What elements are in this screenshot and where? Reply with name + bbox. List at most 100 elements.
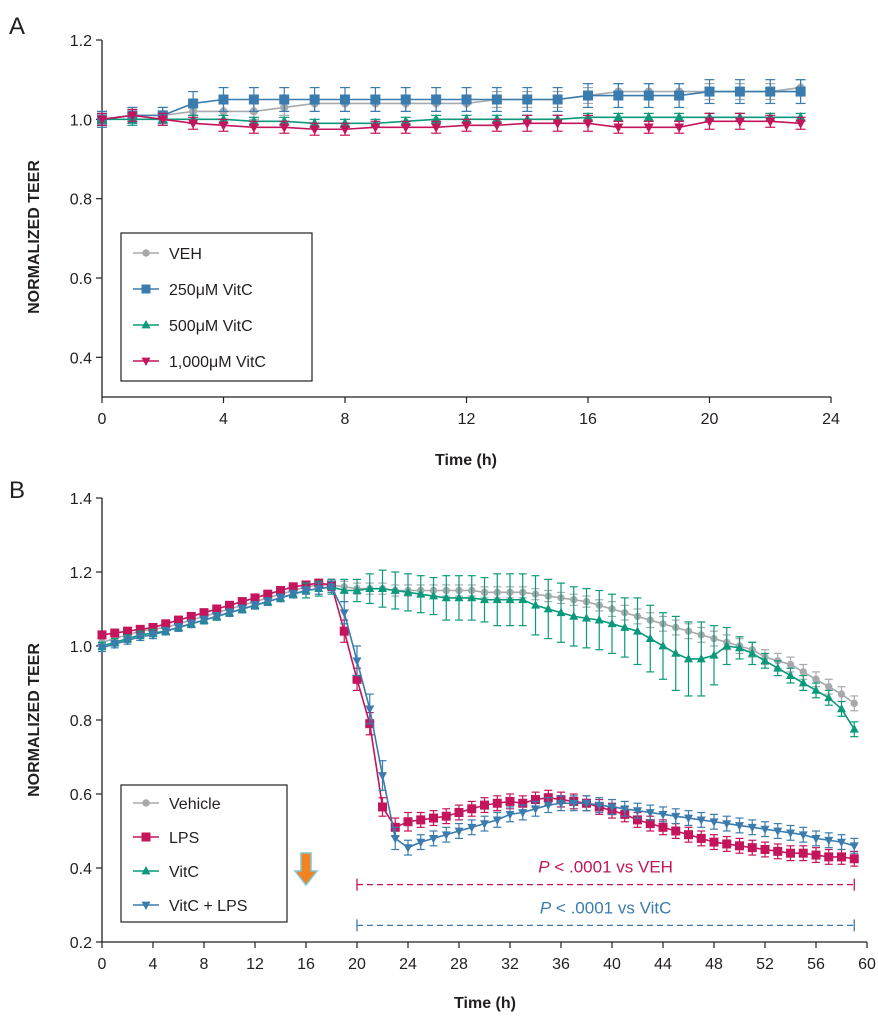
data-point [837,690,846,698]
data-point [400,94,411,105]
legend-swatch-marker [141,357,151,366]
data-point [378,802,387,812]
data-point [709,818,719,827]
legend-box [120,784,288,923]
data-point [212,613,222,622]
y-tick-label: 0.6 [70,271,92,288]
data-point [658,810,668,820]
data-point [722,839,732,849]
data-point [633,807,642,816]
legend-label: Vehicle [169,796,221,813]
legend-label: VitC [169,864,199,881]
data-point [480,800,489,810]
data-point [674,123,685,133]
data-point [461,121,472,131]
y-tick-label: 1.0 [70,639,92,656]
data-point [684,654,693,663]
data-point [148,623,158,632]
x-tick-label: 20 [348,956,366,973]
data-point [492,594,502,604]
data-point [340,94,350,105]
data-point [276,586,285,595]
x-tick-label: 28 [450,956,468,973]
data-point [795,86,806,97]
data-point [352,674,362,684]
data-point [188,119,199,129]
data-point [288,582,298,592]
x-tick-label: 4 [219,411,228,428]
data-point [704,117,715,127]
data-point [174,624,183,633]
data-point [174,615,183,625]
data-point [518,798,528,808]
data-point [795,111,806,122]
data-point [735,822,744,831]
data-point [505,796,515,806]
data-point [263,598,273,607]
data-point [531,805,540,814]
data-point [491,121,502,131]
data-point [765,117,776,127]
data-point [97,115,107,125]
data-point [225,600,234,610]
data-point [416,838,426,848]
x-tick-label: 52 [756,956,774,973]
legend-swatch-marker [141,901,151,910]
data-point [849,724,859,733]
data-point [674,90,685,101]
x-tick-label: 20 [701,411,719,428]
data-point [480,820,489,829]
data-point [505,594,515,604]
significance-label: P < .0001 vs VitC [540,898,672,917]
legend-swatch-marker [141,320,151,329]
data-point [734,117,745,127]
data-point [390,835,400,844]
data-point [825,683,833,691]
data-point [340,117,350,128]
data-point [607,803,617,812]
data-point [186,611,196,621]
data-point [454,808,464,817]
data-point [811,835,821,844]
legend-label: 1,000μM VitC [169,354,266,371]
series-line [101,86,801,121]
x-tick-label: 16 [297,956,315,973]
panel-a-legend: VEH 250μM VitC 500μM VitC 1,000μM VitC [120,232,313,382]
data-point [161,627,171,637]
data-point [218,121,229,131]
series-2 [97,111,806,128]
data-point [837,838,846,848]
data-point [314,585,324,594]
data-point [378,772,387,781]
panel-b-axes: 0.20.40.60.81.01.21.40 4 8 12 16 20 24 28 32 36 40… [70,491,876,973]
data-point [747,823,757,833]
data-point [403,817,413,827]
data-point [248,123,259,133]
data-point [633,815,642,825]
data-point [123,637,132,646]
y-tick-label: 0.4 [70,350,92,367]
data-point [431,94,442,105]
data-point [824,692,834,702]
data-point [161,619,171,629]
data-point [543,604,553,613]
data-point [811,850,821,860]
data-point [594,801,604,811]
data-point [734,86,745,97]
data-point [441,592,451,602]
data-point [704,86,715,97]
data-point [850,699,858,708]
data-point [607,618,617,628]
legend-swatch-marker [142,249,150,257]
legend-swatch-marker [141,866,151,875]
data-point [684,814,693,823]
data-point [263,589,273,599]
y-tick-label: 1.4 [70,491,92,508]
data-point [594,615,604,624]
x-tick-label: 12 [458,411,476,428]
data-point [696,654,706,663]
data-point [620,622,630,631]
data-point [552,94,563,105]
data-point [799,668,807,676]
